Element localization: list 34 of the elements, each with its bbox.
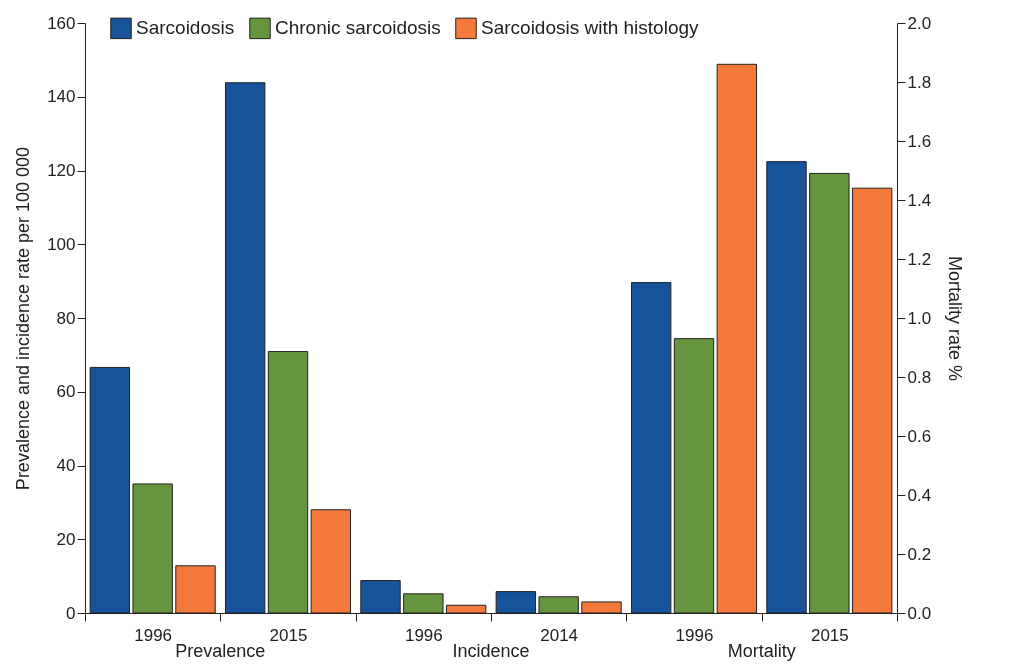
y-tick-label: 120 — [47, 161, 76, 180]
x-tick-label: 1996 — [404, 625, 443, 645]
y2-tick-label: 0.4 — [907, 485, 932, 505]
y-tick-label: 40 — [56, 456, 76, 475]
y-tick-label: 60 — [56, 382, 76, 402]
y-tick-label: 100 — [47, 234, 76, 254]
x-tick-label: 2015 — [810, 625, 849, 645]
y-tick-label: 20 — [56, 529, 76, 549]
y2-tick-label: 0.2 — [907, 544, 932, 564]
x-tick-label: 1996 — [675, 625, 714, 645]
text: Mortality — [727, 641, 796, 661]
text: Prevalence — [175, 641, 266, 661]
y2-axis-title: Mortality rate % — [945, 255, 966, 382]
x-tick-label: 1996 — [134, 625, 173, 645]
legend-label: Chronic sarcoidosis — [275, 17, 441, 39]
x-tick-label: 2014 — [540, 625, 579, 645]
legend-label: Sarcoidosis — [136, 17, 235, 39]
y2-tick-label: 1.2 — [907, 249, 932, 269]
legend-label: Sarcoidosis with histology — [481, 17, 700, 39]
y2-tick-label: 0.0 — [907, 603, 932, 623]
y2-tick-label: 1.8 — [907, 72, 932, 92]
y-axis-title: Prevalence and incidence rate per 100 000 — [13, 146, 34, 491]
y2-tick-label: 0.6 — [907, 426, 932, 446]
y-tick-label: 140 — [47, 87, 76, 107]
y2-tick-label: 1.4 — [907, 190, 932, 210]
y-tick-label: 80 — [56, 308, 76, 328]
y2-tick-label: 0.8 — [907, 367, 932, 387]
y2-tick-label: 2.0 — [907, 13, 932, 33]
y2-tick-label: 1.0 — [907, 308, 932, 328]
y-tick-label: 160 — [47, 13, 76, 33]
text: Incidence — [452, 641, 530, 661]
y-tick-label: 0 — [66, 603, 76, 623]
x-tick-label: 2015 — [269, 625, 308, 645]
y2-tick-label: 1.6 — [907, 131, 932, 151]
